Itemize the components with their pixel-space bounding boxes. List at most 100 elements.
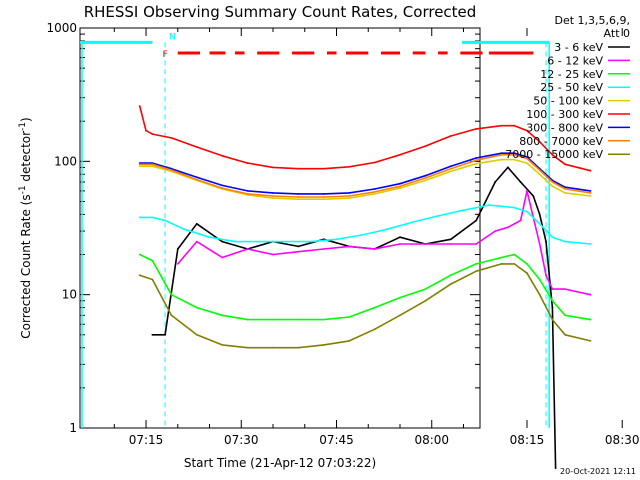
data-point-25-50-kev: [208, 236, 211, 239]
data-point-12-25-kev: [297, 318, 300, 321]
data-point-800-7000-kev: [564, 188, 566, 190]
y-axis-label-mid: detector: [19, 131, 33, 186]
y-axis-label-sup2: -1: [18, 122, 28, 131]
data-point-6-12-kev: [475, 243, 478, 245]
x-tick-label: 07:30: [224, 433, 259, 447]
data-point-3-6-kev: [195, 222, 198, 225]
data-point-300-800-kev: [475, 157, 478, 159]
data-point-50-100-kev: [513, 158, 516, 161]
data-point-25-50-kev: [386, 228, 389, 231]
series-line-25-50-kev: [139, 204, 591, 245]
data-point-3-6-kev: [538, 213, 541, 216]
data-point-50-100-kev: [589, 195, 592, 197]
data-point-7000-15000-kev: [475, 270, 478, 273]
data-point-800-7000-kev: [348, 195, 351, 197]
data-point-3-6-kev: [221, 240, 224, 243]
data-point-12-25-kev: [151, 259, 154, 262]
data-point-50-100-kev: [564, 192, 566, 194]
data-point-25-50-kev: [462, 209, 465, 212]
data-point-800-7000-kev: [322, 196, 325, 198]
data-point-12-25-kev: [500, 256, 503, 259]
data-point-800-7000-kev: [170, 169, 173, 172]
data-point-800-7000-kev: [221, 187, 224, 190]
data-point-6-12-kev: [551, 288, 554, 290]
data-point-100-300-kev: [475, 127, 478, 130]
data-point-3-6-kev: [475, 219, 478, 222]
data-point-3-6-kev: [532, 195, 535, 197]
data-point-6-12-kev: [348, 245, 351, 248]
data-point-800-7000-kev: [500, 153, 503, 156]
data-point-6-12-kev: [424, 243, 427, 245]
y-tick-label: 100: [54, 154, 77, 168]
legend-label-25-50-kev: 25 - 50 keV: [540, 81, 603, 94]
data-point-12-25-kev: [138, 253, 141, 256]
data-point-25-50-kev: [488, 204, 490, 207]
data-point-300-800-kev: [449, 165, 452, 168]
data-point-12-25-kev: [538, 278, 541, 281]
data-point-50-100-kev: [348, 197, 351, 200]
legend-label-300-800-kev: 300 - 800 keV: [526, 121, 603, 134]
data-point-6-12-kev: [564, 288, 566, 290]
x-tick-label: 08:00: [414, 433, 449, 447]
x-axis-label: Start Time (21-Apr-12 07:03:22): [184, 456, 376, 470]
data-point-12-25-kev: [589, 318, 592, 321]
legend-label-100-300-kev: 100 - 300 keV: [526, 108, 603, 121]
data-point-7000-15000-kev: [424, 299, 427, 302]
data-point-6-12-kev: [538, 243, 541, 245]
x-tick-label: 08:15: [510, 433, 545, 447]
data-point-50-100-kev: [272, 197, 274, 200]
data-point-12-25-kev: [221, 314, 224, 317]
y-tick-label: 10: [62, 288, 77, 302]
legend-header-line-2: Att 0: [604, 27, 630, 40]
data-point-25-50-kev: [138, 216, 141, 219]
data-point-3-6-kev: [151, 333, 154, 336]
data-point-3-6-kev: [449, 238, 452, 241]
data-point-6-12-kev: [272, 253, 274, 256]
x-tick-label: 08:30: [605, 433, 640, 447]
data-point-300-800-kev: [297, 193, 300, 195]
data-point-100-300-kev: [272, 166, 274, 169]
y-axis-label-main: Corrected Count Rate (s: [19, 194, 33, 338]
series-line-6-12-kev: [177, 190, 591, 296]
data-point-7000-15000-kev: [500, 263, 503, 265]
data-point-25-50-kev: [589, 243, 592, 245]
data-point-12-25-kev: [272, 318, 274, 321]
data-point-800-7000-kev: [138, 163, 141, 166]
data-point-25-50-kev: [335, 238, 338, 241]
data-point-800-7000-kev: [424, 177, 427, 179]
data-point-100-300-kev: [500, 124, 503, 127]
data-point-3-6-kev: [164, 333, 167, 336]
legend-label-7000-15000-kev: 7000 - 15000 keV: [505, 148, 603, 161]
data-point-7000-15000-kev: [373, 328, 376, 331]
data-point-7000-15000-kev: [513, 263, 516, 265]
data-point-7000-15000-kev: [538, 293, 541, 296]
data-point-100-300-kev: [145, 129, 147, 132]
y-axis-label: Corrected Count Rate (s-1 detector-1): [18, 117, 33, 338]
data-point-3-6-kev: [519, 181, 522, 183]
data-point-7000-15000-kev: [589, 340, 592, 342]
n-marker-label: N: [169, 32, 176, 42]
legend-label-12-25-kev: 12 - 25 keV: [540, 68, 603, 81]
data-point-7000-15000-kev: [551, 318, 554, 321]
data-point-25-50-kev: [310, 240, 312, 243]
series-line-3-6-kev: [152, 166, 557, 469]
series-line-7000-15000-kev: [139, 263, 591, 349]
data-point-800-7000-kev: [449, 167, 452, 170]
data-point-6-12-kev: [399, 243, 401, 245]
data-point-300-800-kev: [272, 192, 274, 194]
data-point-50-100-kev: [373, 193, 376, 195]
data-point-50-100-kev: [551, 185, 554, 188]
data-point-12-25-kev: [322, 318, 325, 321]
data-point-25-50-kev: [538, 222, 541, 225]
data-point-50-100-kev: [449, 170, 452, 173]
data-point-50-100-kev: [322, 198, 325, 201]
data-point-300-800-kev: [322, 193, 325, 195]
data-point-7000-15000-kev: [138, 274, 141, 277]
data-point-300-800-kev: [373, 188, 376, 190]
data-point-7000-15000-kev: [195, 333, 198, 336]
data-point-50-100-kev: [475, 162, 478, 165]
data-point-12-25-kev: [551, 299, 554, 302]
data-point-25-50-kev: [164, 219, 167, 222]
data-point-25-50-kev: [234, 240, 236, 243]
data-point-100-300-kev: [138, 105, 141, 107]
